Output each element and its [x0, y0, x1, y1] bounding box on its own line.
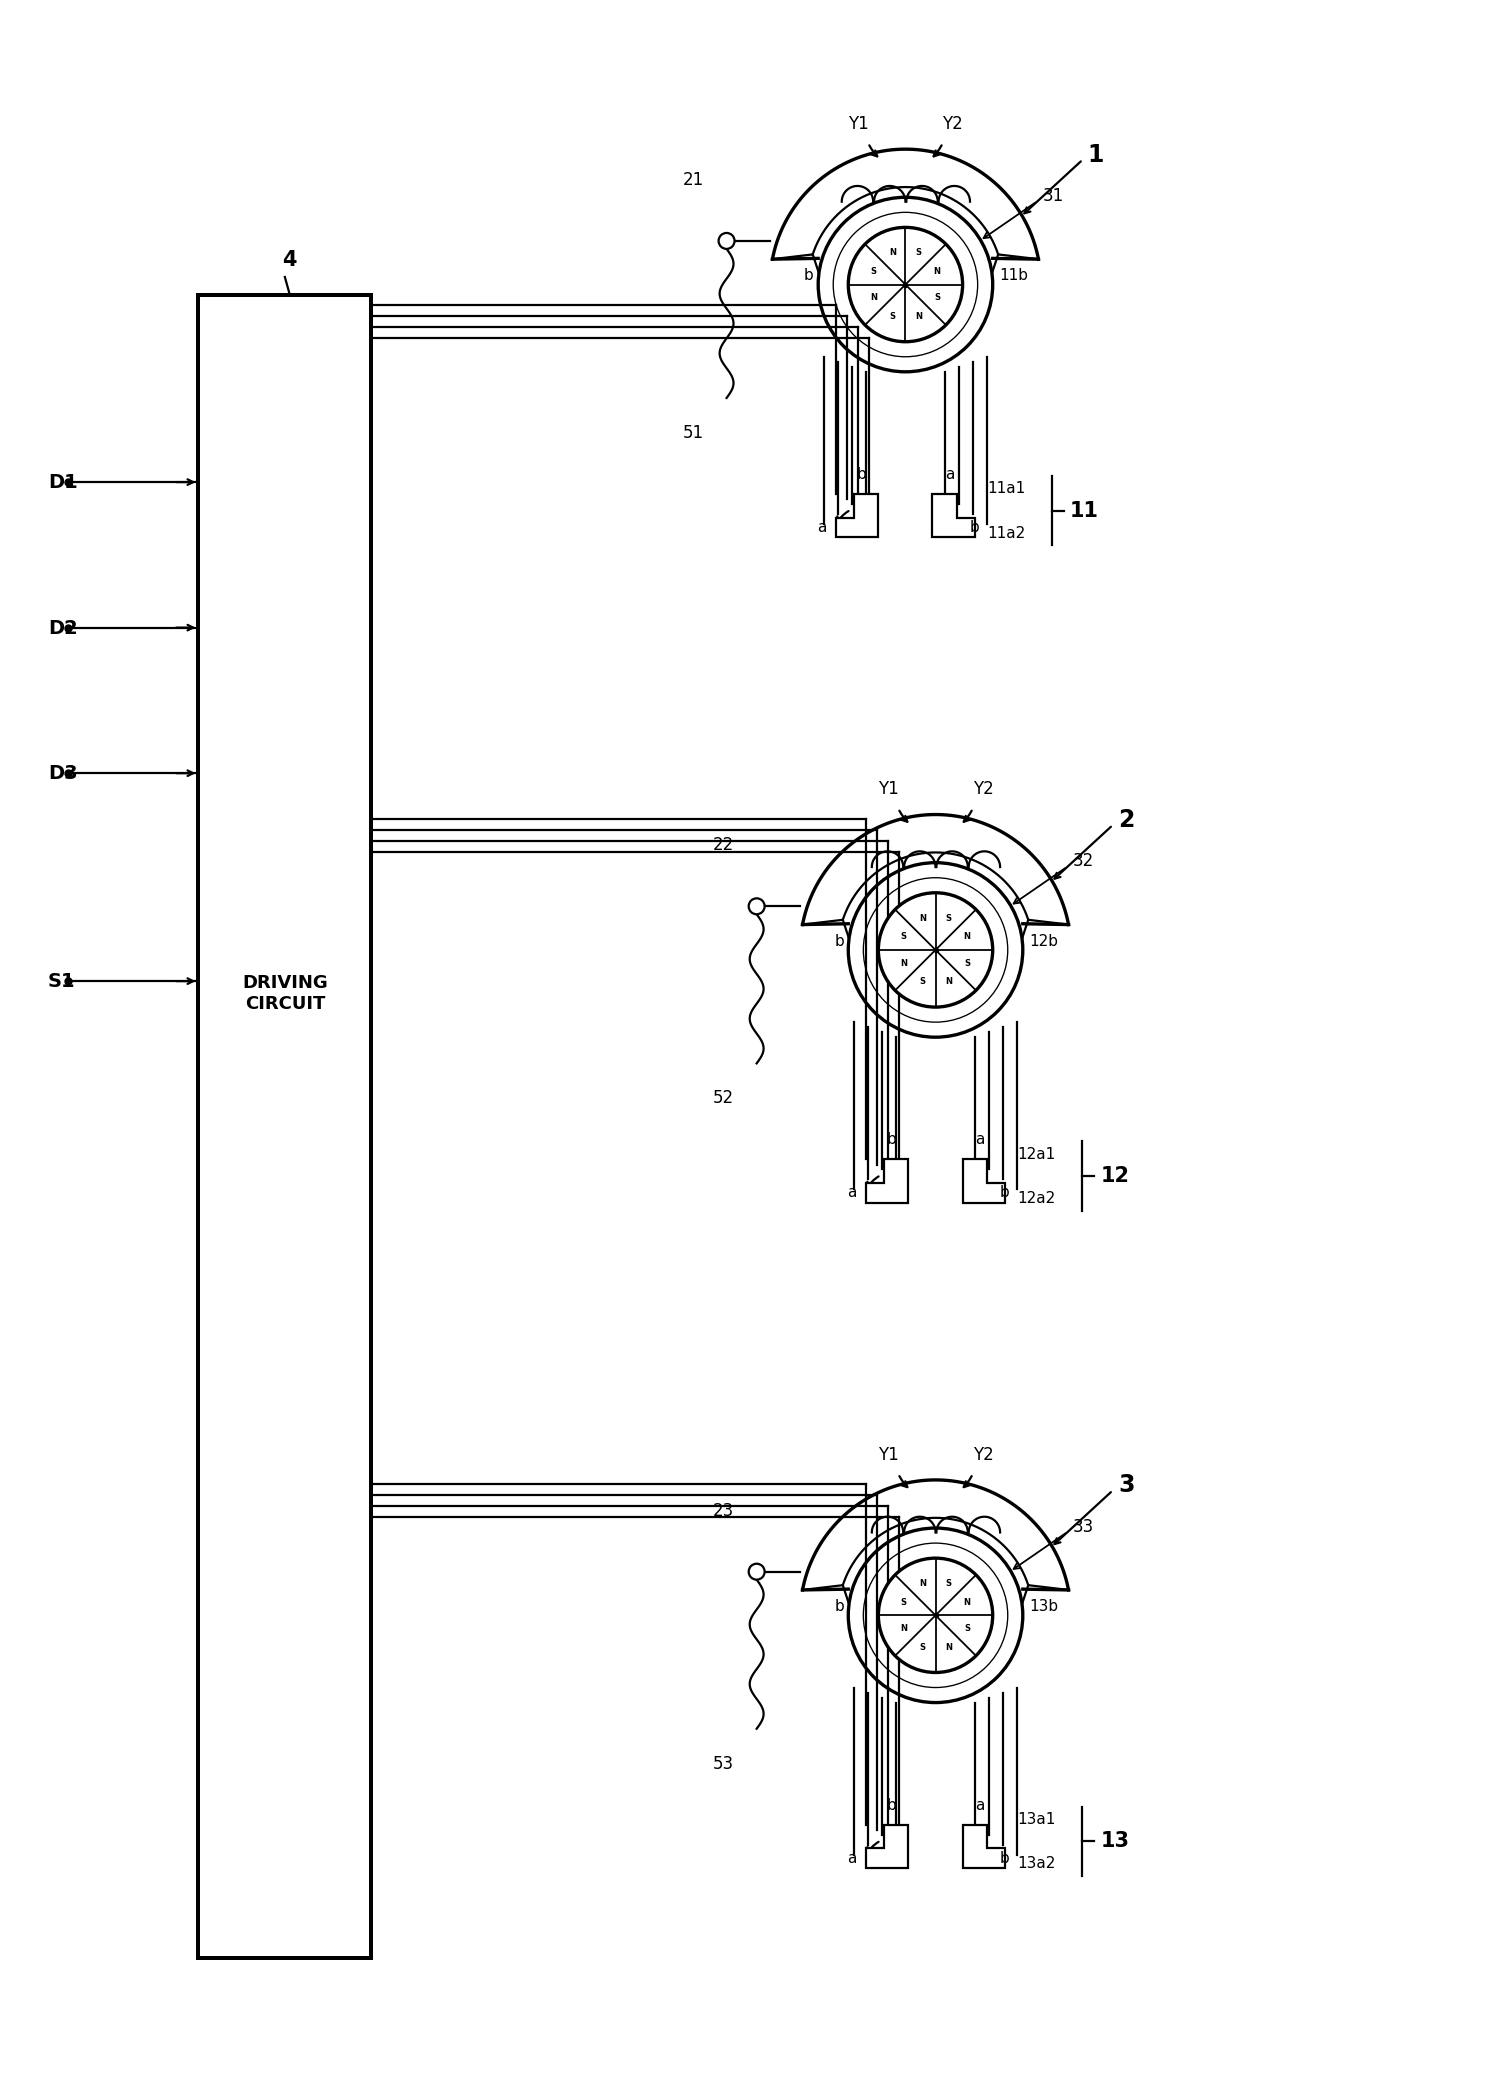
Text: N: N — [900, 1624, 908, 1632]
Circle shape — [864, 1542, 1007, 1688]
Text: 2: 2 — [1117, 808, 1134, 833]
Text: 13: 13 — [1101, 1832, 1129, 1851]
Text: N: N — [963, 933, 971, 941]
Text: Y2: Y2 — [942, 115, 963, 134]
Text: 1: 1 — [1087, 142, 1104, 167]
Text: 21: 21 — [683, 171, 704, 188]
Circle shape — [834, 213, 977, 357]
Text: 4: 4 — [282, 250, 297, 269]
Text: D3: D3 — [48, 764, 77, 783]
Text: S: S — [871, 267, 877, 275]
Text: 51: 51 — [683, 424, 704, 442]
Circle shape — [849, 1528, 1022, 1703]
Text: DRIVING
CIRCUIT: DRIVING CIRCUIT — [242, 975, 328, 1012]
Text: 12b: 12b — [1030, 933, 1059, 950]
Circle shape — [849, 227, 962, 342]
Text: N: N — [933, 267, 941, 275]
Text: D1: D1 — [48, 474, 77, 493]
Text: a: a — [847, 1851, 856, 1866]
Text: b: b — [886, 1797, 895, 1814]
Text: S: S — [965, 958, 971, 968]
Text: b: b — [856, 467, 867, 482]
Text: 32: 32 — [1072, 851, 1093, 870]
Text: 33: 33 — [1072, 1517, 1093, 1536]
Circle shape — [849, 862, 1022, 1037]
Polygon shape — [865, 1824, 909, 1868]
Text: Y2: Y2 — [972, 781, 994, 799]
Text: 22: 22 — [713, 837, 734, 854]
Polygon shape — [835, 495, 879, 536]
Circle shape — [879, 1559, 992, 1672]
Text: b: b — [834, 933, 844, 950]
Polygon shape — [962, 1160, 1006, 1202]
Text: N: N — [963, 1599, 971, 1607]
Text: 11b: 11b — [1000, 269, 1028, 284]
Text: b: b — [834, 1599, 844, 1613]
Text: S1: S1 — [48, 973, 76, 991]
Text: S: S — [945, 914, 951, 922]
Text: 12: 12 — [1101, 1167, 1129, 1185]
Text: D2: D2 — [48, 618, 77, 639]
Circle shape — [749, 1563, 764, 1580]
Text: 13a2: 13a2 — [1018, 1857, 1055, 1872]
Text: N: N — [915, 311, 923, 321]
Text: 13b: 13b — [1030, 1599, 1059, 1613]
Text: a: a — [975, 1133, 985, 1148]
Circle shape — [749, 897, 764, 914]
Text: 3: 3 — [1117, 1473, 1134, 1496]
Text: N: N — [945, 1642, 953, 1651]
Text: N: N — [870, 292, 877, 303]
Text: 11a1: 11a1 — [988, 482, 1025, 497]
Text: b: b — [803, 269, 814, 284]
Text: 12a2: 12a2 — [1018, 1192, 1055, 1206]
Circle shape — [818, 198, 992, 371]
Text: S: S — [945, 1580, 951, 1588]
Text: a: a — [817, 520, 826, 534]
Text: N: N — [920, 914, 926, 922]
Text: S: S — [901, 1599, 908, 1607]
Text: Y1: Y1 — [877, 781, 898, 799]
Text: 11a2: 11a2 — [988, 526, 1025, 541]
Text: 11: 11 — [1071, 501, 1099, 520]
Text: 12a1: 12a1 — [1018, 1148, 1055, 1162]
Text: S: S — [965, 1624, 971, 1632]
Text: Y1: Y1 — [877, 1446, 898, 1463]
Text: 13a1: 13a1 — [1018, 1812, 1055, 1828]
Bar — [198, 294, 371, 1958]
Text: 23: 23 — [713, 1503, 734, 1519]
Text: Y2: Y2 — [972, 1446, 994, 1463]
Text: N: N — [900, 958, 908, 968]
Text: S: S — [901, 933, 908, 941]
Polygon shape — [865, 1160, 909, 1202]
Text: S: S — [915, 248, 921, 257]
Text: a: a — [945, 467, 954, 482]
Circle shape — [719, 234, 734, 248]
Text: N: N — [889, 248, 895, 257]
Text: b: b — [1000, 1851, 1009, 1866]
Text: b: b — [886, 1133, 895, 1148]
Text: S: S — [889, 311, 895, 321]
Text: S: S — [920, 977, 926, 987]
Text: 31: 31 — [1042, 188, 1065, 205]
Text: N: N — [920, 1580, 926, 1588]
Text: 52: 52 — [713, 1089, 734, 1108]
Polygon shape — [933, 495, 975, 536]
Circle shape — [879, 893, 992, 1008]
Text: S: S — [920, 1642, 926, 1651]
Text: N: N — [945, 977, 953, 987]
Text: 53: 53 — [713, 1755, 734, 1772]
Text: Y1: Y1 — [847, 115, 868, 134]
Circle shape — [864, 879, 1007, 1023]
Text: a: a — [847, 1185, 856, 1200]
Text: b: b — [969, 520, 978, 534]
Text: S: S — [935, 292, 941, 303]
Text: a: a — [975, 1797, 985, 1814]
Polygon shape — [962, 1824, 1006, 1868]
Text: b: b — [1000, 1185, 1009, 1200]
